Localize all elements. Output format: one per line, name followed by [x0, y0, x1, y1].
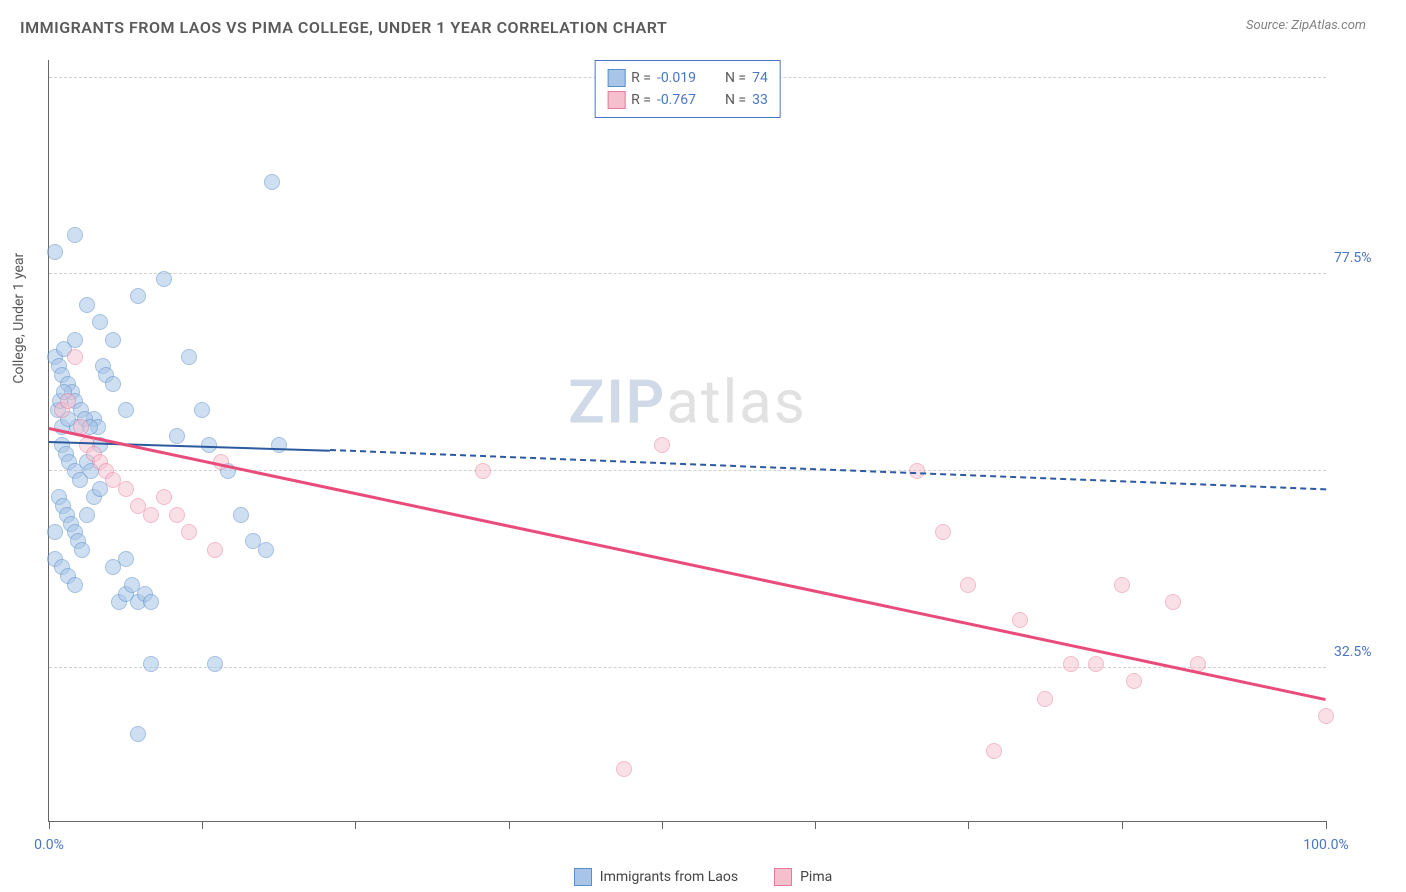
scatter-point [92, 314, 108, 330]
legend-label: Immigrants from Laos [600, 869, 738, 885]
correlation-legend: R = -0.019 N = 74 R = -0.767 N = 33 [594, 60, 781, 118]
scatter-point [207, 656, 223, 672]
scatter-point [169, 507, 185, 523]
scatter-point [143, 507, 159, 523]
x-tick [509, 821, 510, 829]
scatter-point [118, 481, 134, 497]
scatter-point [118, 551, 134, 567]
legend-item: Pima [774, 868, 832, 886]
regression-line [49, 427, 1327, 701]
legend-swatch [574, 868, 592, 886]
plot-area: College, Under 1 year ZIPatlas R =-0.019… [48, 60, 1326, 822]
scatter-point [105, 332, 121, 348]
scatter-point [181, 524, 197, 540]
x-tick [968, 821, 969, 829]
legend-item: Immigrants from Laos [574, 868, 738, 886]
x-tick-label: 100.0% [1303, 837, 1348, 853]
n-label: N = [725, 92, 746, 108]
scatter-point [67, 332, 83, 348]
scatter-point [79, 297, 95, 313]
legend-swatch [774, 868, 792, 886]
x-tick [815, 821, 816, 829]
scatter-point [79, 507, 95, 523]
watermark-zip: ZIP [568, 367, 666, 438]
scatter-point [654, 437, 670, 453]
x-tick [355, 821, 356, 829]
scatter-point [960, 577, 976, 593]
scatter-point [1165, 594, 1181, 610]
scatter-point [475, 463, 491, 479]
chart-container: College, Under 1 year ZIPatlas R =-0.019… [48, 60, 1326, 822]
scatter-point [271, 437, 287, 453]
scatter-point [60, 393, 76, 409]
scatter-point [67, 577, 83, 593]
x-tick [1122, 821, 1123, 829]
scatter-point [156, 489, 172, 505]
scatter-point [616, 761, 632, 777]
scatter-point [194, 402, 210, 418]
scatter-point [1012, 612, 1028, 628]
gridline [49, 273, 1326, 274]
n-label: N = [725, 70, 746, 86]
scatter-point [181, 349, 197, 365]
scatter-point [169, 428, 185, 444]
scatter-point [143, 594, 159, 610]
scatter-point [264, 174, 280, 190]
scatter-point [130, 288, 146, 304]
y-tick-label: 32.5% [1334, 644, 1394, 660]
scatter-point [67, 349, 83, 365]
scatter-point [935, 524, 951, 540]
scatter-point [1126, 673, 1142, 689]
scatter-point [1114, 577, 1130, 593]
r-label: R = [631, 70, 651, 86]
scatter-point [47, 244, 63, 260]
x-tick [662, 821, 663, 829]
chart-title: IMMIGRANTS FROM LAOS VS PIMA COLLEGE, UN… [20, 18, 667, 37]
legend-swatch [607, 69, 625, 87]
scatter-point [258, 542, 274, 558]
scatter-point [1088, 656, 1104, 672]
r-label: R = [631, 92, 651, 108]
scatter-point [207, 542, 223, 558]
scatter-point [156, 271, 172, 287]
x-tick-label: 0.0% [34, 837, 64, 853]
r-value: -0.019 [657, 70, 709, 86]
x-tick [1326, 821, 1327, 829]
legend-label: Pima [800, 869, 832, 885]
legend-swatch [607, 91, 625, 109]
x-tick [202, 821, 203, 829]
scatter-point [1318, 708, 1334, 724]
scatter-point [143, 656, 159, 672]
scatter-point [130, 726, 146, 742]
scatter-point [233, 507, 249, 523]
scatter-point [74, 542, 90, 558]
legend-row: R = -0.767 N = 33 [607, 89, 768, 111]
gridline [49, 667, 1326, 668]
x-tick [49, 821, 50, 829]
watermark: ZIPatlas [568, 367, 807, 438]
scatter-point [118, 402, 134, 418]
r-value: -0.767 [657, 92, 709, 108]
source-attribution: Source: ZipAtlas.com [1246, 18, 1366, 33]
watermark-atlas: atlas [666, 367, 806, 438]
scatter-point [105, 376, 121, 392]
scatter-point [1063, 656, 1079, 672]
scatter-point [1037, 691, 1053, 707]
header: IMMIGRANTS FROM LAOS VS PIMA COLLEGE, UN… [0, 0, 1406, 37]
scatter-point [47, 524, 63, 540]
y-tick-label: 77.5% [1334, 250, 1394, 266]
scatter-point [986, 743, 1002, 759]
n-value: 74 [752, 70, 768, 86]
y-axis-label: College, Under 1 year [11, 252, 27, 383]
series-legend: Immigrants from Laos Pima [0, 868, 1406, 886]
n-value: 33 [752, 92, 768, 108]
legend-row: R = -0.019 N = 74 [607, 67, 768, 89]
scatter-point [67, 227, 83, 243]
